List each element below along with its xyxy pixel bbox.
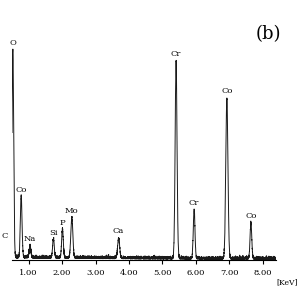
Text: Cr: Cr [189, 199, 199, 207]
Text: Na: Na [24, 235, 36, 243]
Text: (b): (b) [256, 25, 281, 43]
Text: O: O [9, 39, 16, 47]
Text: C: C [2, 232, 8, 240]
Text: Si: Si [49, 229, 58, 237]
Text: Cr: Cr [171, 50, 181, 58]
Text: Co: Co [221, 87, 232, 95]
Text: Mo: Mo [65, 207, 79, 215]
Text: Co: Co [16, 186, 27, 194]
Text: Ca: Ca [113, 227, 124, 235]
Text: Co: Co [245, 212, 256, 220]
Text: [KeV]: [KeV] [277, 278, 298, 286]
Text: P: P [60, 219, 65, 227]
